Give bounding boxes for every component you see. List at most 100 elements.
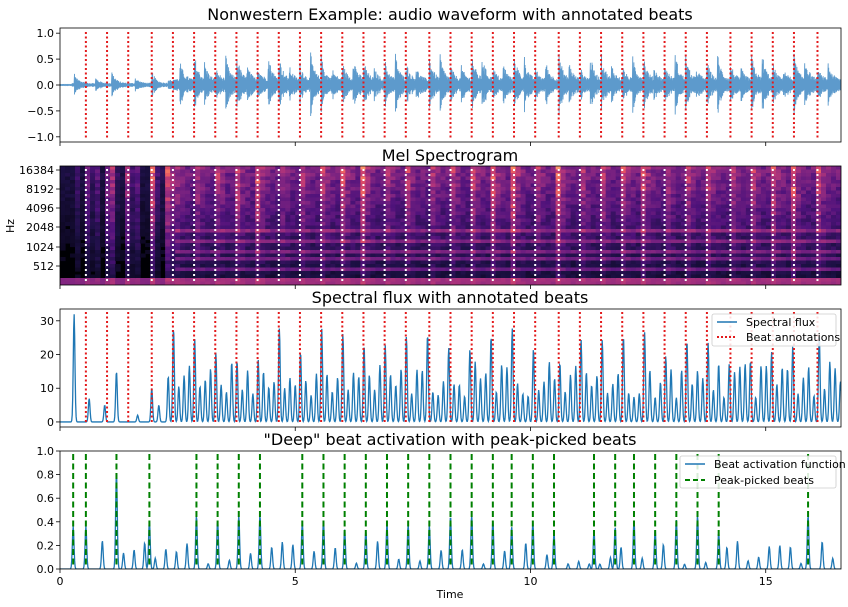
spectrogram-cell [465, 260, 472, 265]
spectrogram-cell [695, 260, 702, 265]
spectrogram-cell [515, 208, 522, 213]
spectrogram-cell [715, 278, 722, 283]
spectrogram-cell [675, 176, 682, 181]
spectrogram-cell [490, 281, 497, 285]
spectrogram-cell [290, 260, 296, 265]
spectrogram-cell [265, 218, 271, 223]
spectrogram-cell [590, 236, 597, 241]
spectrogram-cell [735, 204, 742, 209]
spectrogram-cell [430, 197, 437, 202]
spectrogram-cell [730, 264, 737, 269]
spectrogram-cell [630, 246, 637, 251]
spectrogram-cell [715, 194, 722, 199]
spectrogram-cell [180, 194, 186, 199]
spectrogram-cell [65, 166, 71, 171]
spectrogram-cell [155, 243, 161, 248]
spectrogram-cell [310, 190, 316, 195]
spectrogram-cell [295, 236, 301, 241]
spectrogram-cell [545, 239, 552, 244]
spectrogram-cell [475, 239, 482, 244]
spectrogram-cell [615, 173, 622, 178]
spectrogram-cell [105, 169, 111, 174]
spectrogram-cell [325, 173, 331, 178]
spectrogram-cell [355, 267, 361, 272]
spectrogram-cell [110, 281, 116, 285]
spectrogram-cell [625, 208, 632, 213]
spectrogram-cell [575, 250, 582, 255]
spectrogram-cell [740, 243, 747, 248]
spectrogram-cell [455, 176, 462, 181]
spectrogram-cell [160, 281, 166, 285]
spectrogram-cell [195, 232, 201, 237]
spectrogram-cell [335, 201, 341, 206]
spectrogram-cell [160, 173, 166, 178]
spectrogram-cell [740, 201, 747, 206]
spectrogram-cell [215, 197, 221, 202]
spectrogram-cell [365, 250, 371, 255]
spectrogram-cell [290, 173, 296, 178]
spectrogram-cell [250, 253, 256, 258]
spectrogram-cell [175, 215, 181, 220]
spectrogram-cell [455, 250, 462, 255]
spectrogram-cell [475, 173, 482, 178]
spectrogram-cell [415, 166, 422, 171]
spectrogram-cell [720, 271, 727, 276]
spectrogram-cell [100, 236, 106, 241]
spectrogram-cell [215, 278, 221, 283]
spectrogram-cell [290, 278, 296, 283]
spectrogram-cell [460, 264, 467, 269]
spectrogram-cell [320, 166, 326, 171]
spectrogram-cell [280, 187, 286, 192]
spectrogram-cell [60, 211, 66, 216]
spectrogram-cell [350, 243, 356, 248]
spectrogram-cell [285, 246, 291, 251]
spectrogram-cell [510, 250, 517, 255]
spectrogram-cell [425, 215, 432, 220]
spectrogram-cell [665, 215, 672, 220]
spectrogram-cell [740, 278, 747, 283]
spectrogram-cell [235, 169, 241, 174]
spectrogram-cell [605, 278, 612, 283]
spectrogram-cell [315, 190, 321, 195]
spectrogram-cell [480, 236, 487, 241]
spectrogram-cell [305, 201, 311, 206]
spectrogram-cell [675, 169, 682, 174]
spectrogram-cell [555, 271, 562, 276]
spectrogram-cell [420, 229, 427, 234]
spectrogram-cell [80, 173, 86, 178]
spectrogram-cell [590, 267, 597, 272]
spectrogram-cell [795, 190, 802, 195]
spectrogram-cell [560, 208, 567, 213]
spectrogram-cell [645, 264, 652, 269]
spectrogram-cell [680, 166, 687, 171]
spectrogram-cell [415, 239, 422, 244]
spectrogram-cell [115, 208, 121, 213]
spectrogram-cell [670, 222, 677, 227]
spectrogram-cell [395, 169, 402, 174]
spectrogram-cell [75, 201, 81, 206]
spectrogram-cell [755, 190, 762, 195]
spectrogram-cell [770, 169, 777, 174]
spectrogram-cell [295, 211, 301, 216]
spectrogram-cell [540, 225, 547, 230]
spectrogram-cell [580, 183, 587, 188]
spectrogram-cell [520, 187, 527, 192]
spectrogram-cell [470, 222, 477, 227]
spectrogram-cell [425, 225, 432, 230]
spectrogram-cell [405, 204, 412, 209]
spectrogram-cell [255, 264, 261, 269]
spectrogram-cell [565, 176, 572, 181]
spectrogram-cell [70, 190, 76, 195]
spectrogram-cell [485, 166, 492, 171]
spectrogram-cell [155, 246, 161, 251]
spectrogram-cell [680, 229, 687, 234]
spectrogram-cell [315, 257, 321, 262]
spectrogram-cell [585, 267, 592, 272]
spectrogram-cell [85, 236, 91, 241]
spectrogram-cell [495, 197, 502, 202]
spectrogram-cell [300, 222, 306, 227]
spectrogram-cell [440, 271, 447, 276]
spectrogram-cell [175, 180, 181, 185]
spectrogram-cell [785, 194, 792, 199]
spectrogram-cell [65, 180, 71, 185]
